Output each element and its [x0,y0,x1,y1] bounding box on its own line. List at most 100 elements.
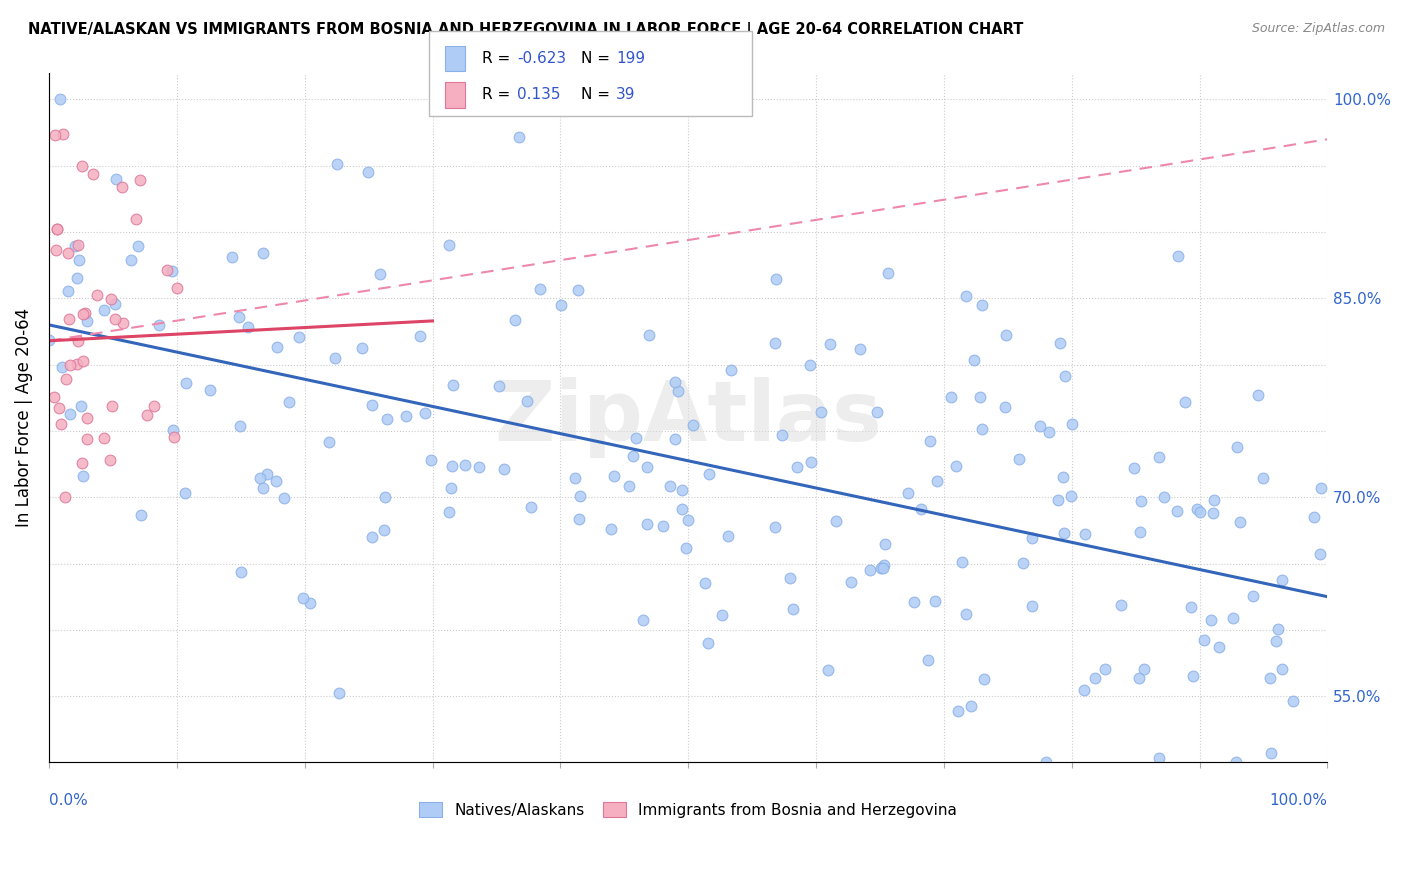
Point [945,459,967,474]
Text: R =: R = [482,87,516,103]
Point [51,127,73,141]
Text: 39: 39 [616,87,636,103]
Point [38,334,60,348]
Point [693,576,716,591]
Point [46,222,69,236]
Point [969,390,991,404]
Point [441,459,464,474]
Point [46,222,69,236]
Point [1047,492,1070,507]
Point [1253,471,1275,485]
Point [93,303,115,318]
Point [256,467,278,481]
Point [59,359,82,373]
Point [82,167,104,181]
Point [44,128,66,143]
Point [72,307,94,321]
Point [619,479,641,493]
Point [955,288,977,302]
Point [717,529,740,543]
Point [409,329,432,343]
Point [664,432,686,446]
Text: NATIVE/ALASKAN VS IMMIGRANTS FROM BOSNIA AND HERZEGOVINA IN LABOR FORCE | AGE 20: NATIVE/ALASKAN VS IMMIGRANTS FROM BOSNIA… [28,22,1024,38]
Point [1129,525,1152,540]
Point [800,455,823,469]
Point [127,239,149,253]
Point [375,412,398,426]
Point [55,372,77,386]
Point [58,285,80,299]
Point [994,401,1017,415]
Point [67,252,90,267]
Point [228,310,250,324]
Point [93,431,115,445]
Point [779,571,801,585]
Point [101,399,124,413]
Point [950,555,973,569]
Point [917,653,939,667]
Point [870,561,893,575]
Point [288,330,311,344]
Point [567,283,589,297]
Point [1225,756,1247,770]
Text: Source: ZipAtlas.com: Source: ZipAtlas.com [1251,22,1385,36]
Point [129,508,152,523]
Point [76,411,98,425]
Point [720,363,742,377]
Text: ZipAtlas: ZipAtlas [495,377,882,458]
Point [1062,417,1084,431]
Text: 0.0%: 0.0% [49,793,87,808]
Point [1185,501,1208,516]
Point [492,462,515,476]
Point [666,384,689,398]
Point [266,340,288,354]
Point [903,595,925,609]
Point [637,328,659,343]
Point [67,334,90,349]
Point [174,486,197,500]
Point [120,252,142,267]
Point [69,399,91,413]
Point [129,173,152,187]
Point [529,282,551,296]
Point [454,458,477,472]
Point [72,469,94,483]
Point [1147,750,1170,764]
Point [278,394,301,409]
Point [872,561,894,575]
Point [162,423,184,437]
Point [160,264,183,278]
Point [1028,418,1050,433]
Point [817,663,839,677]
Point [1264,634,1286,648]
Point [437,505,460,519]
Point [946,704,969,718]
Point [1130,494,1153,508]
Point [955,607,977,621]
Point [995,327,1018,342]
Point [839,574,862,589]
Point [104,311,127,326]
Point [1111,598,1133,612]
Point [148,318,170,333]
Point [437,237,460,252]
Point [1012,556,1035,570]
Point [373,523,395,537]
Point [1258,671,1281,685]
Text: 100.0%: 100.0% [1270,793,1327,808]
Point [697,467,720,481]
Text: N =: N = [581,51,614,66]
Point [111,179,134,194]
Point [174,376,197,390]
Point [569,489,592,503]
Point [323,351,346,365]
Point [963,352,986,367]
Point [221,250,243,264]
Point [897,486,920,500]
Point [621,449,644,463]
Point [111,316,134,330]
Point [264,474,287,488]
Point [299,596,322,610]
Point [959,699,981,714]
Point [368,268,391,282]
